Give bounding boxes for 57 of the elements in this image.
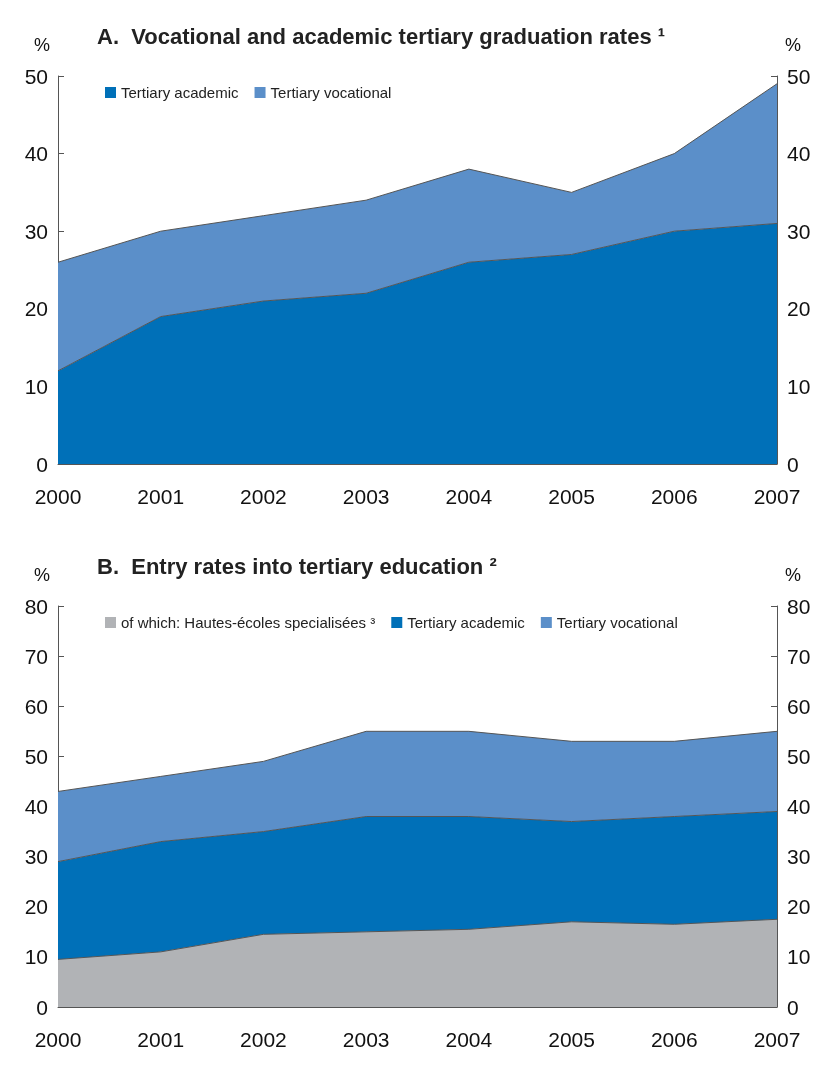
y2-tick-label: 10 <box>787 945 811 969</box>
y2-tick-label: 40 <box>787 795 811 818</box>
y-tick-label: 10 <box>24 945 48 969</box>
y-tick-label: 50 <box>24 64 48 88</box>
y2-tick-label: 50 <box>787 64 811 88</box>
y-tick-label: 20 <box>24 297 48 321</box>
y-tick-label: 0 <box>36 995 48 1019</box>
y2-axis-title: % <box>785 565 802 585</box>
x-tick-label: 2000 <box>34 485 82 508</box>
y-tick-label: 80 <box>24 594 48 618</box>
x-tick-label: 2001 <box>137 1028 185 1051</box>
legend-label: Tertiary vocational <box>556 614 678 631</box>
x-tick-label: 2004 <box>445 485 493 508</box>
y2-tick-label: 70 <box>787 644 811 668</box>
legend-label: Tertiary academic <box>121 84 240 101</box>
y-tick-label: 50 <box>24 744 48 768</box>
y2-tick-label: 0 <box>787 995 799 1019</box>
y-axis-title: % <box>33 565 50 585</box>
x-tick-label: 2002 <box>240 1028 287 1051</box>
chart-title: A. Vocational and academic tertiary graduation rates ¹ <box>97 23 666 49</box>
y-tick-label: 40 <box>24 142 48 166</box>
y2-tick-label: 50 <box>787 744 811 768</box>
y2-tick-label: 30 <box>787 219 811 243</box>
y2-tick-label: 30 <box>787 845 811 869</box>
y-tick-label: 60 <box>24 694 48 718</box>
x-tick-label: 2004 <box>445 1028 493 1051</box>
x-tick-label: 2003 <box>342 485 390 508</box>
x-tick-label: 2005 <box>548 1028 595 1051</box>
y-tick-label: 20 <box>24 895 48 919</box>
legend-label: Tertiary vocational <box>270 84 392 101</box>
legend-label: Tertiary academic <box>407 614 526 631</box>
y-tick-label: 40 <box>24 795 48 818</box>
y2-axis-title: % <box>785 35 802 55</box>
y2-tick-label: 60 <box>787 694 811 718</box>
x-tick-label: 2002 <box>240 485 287 508</box>
y-tick-label: 30 <box>24 219 48 243</box>
y-axis-title: % <box>33 35 50 55</box>
y2-tick-label: 40 <box>787 142 811 166</box>
x-tick-label: 2001 <box>137 485 185 508</box>
x-tick-label: 2007 <box>753 1028 801 1051</box>
y-tick-label: 10 <box>24 374 48 398</box>
y-tick-label: 0 <box>36 452 48 476</box>
y2-tick-label: 10 <box>787 374 811 398</box>
y2-tick-label: 20 <box>787 895 811 919</box>
y2-tick-label: 0 <box>787 452 799 476</box>
x-tick-label: 2000 <box>34 1028 82 1051</box>
y2-tick-label: 80 <box>787 594 811 618</box>
legend-label: of which: Hautes-écoles specialisées ³ <box>121 614 376 631</box>
x-tick-label: 2006 <box>650 485 698 508</box>
y2-tick-label: 20 <box>787 297 811 321</box>
x-tick-label: 2006 <box>650 1028 698 1051</box>
y-tick-label: 70 <box>24 644 48 668</box>
x-tick-label: 2003 <box>342 1028 390 1051</box>
chart-title: B. Entry rates into tertiary education ² <box>97 553 497 579</box>
y-tick-label: 30 <box>24 845 48 869</box>
x-tick-label: 2007 <box>753 485 801 508</box>
x-tick-label: 2005 <box>548 485 595 508</box>
